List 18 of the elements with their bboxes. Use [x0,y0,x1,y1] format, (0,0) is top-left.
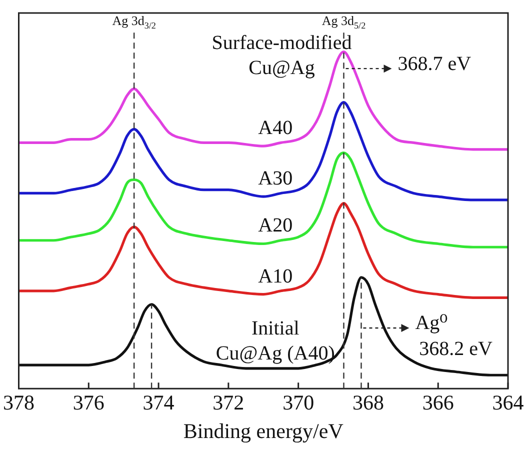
x-tick-label: 372 [212,390,244,415]
series-label: A40 [258,117,293,140]
annotation: Surface-modified Cu@Ag [212,32,352,79]
x-axis-title: Binding energy/eV [183,418,344,443]
series-label: A30 [258,168,293,190]
x-tick-label: 366 [422,390,454,415]
x-tick-label: 378 [3,390,34,415]
annotation: 368.2 eV [419,338,493,360]
series-label: A10 [258,265,293,288]
x-tick-label: 374 [142,390,175,415]
series-label: Initial Cu@Ag (A40) [216,317,335,364]
x-tick-label: 370 [282,390,314,415]
annotation: Ag⁰ [415,312,448,334]
annotation: 368.7 eV [398,52,472,75]
x-tick-label: 368 [352,390,384,415]
x-tick-label: 376 [72,390,104,415]
x-tick-label: 364 [492,390,524,415]
series-label: A20 [258,214,293,237]
